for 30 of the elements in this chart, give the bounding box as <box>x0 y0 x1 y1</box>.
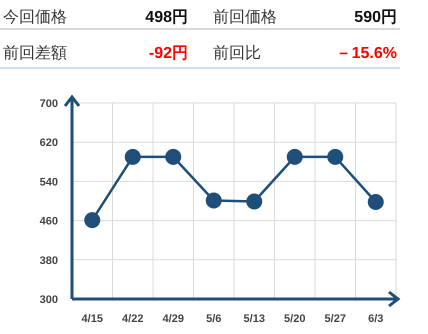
text: 前回価格 <box>213 8 277 26</box>
point <box>124 148 141 165</box>
text: 498円 <box>145 9 188 26</box>
text: 今回価格 <box>3 9 67 26</box>
x-tick-label: 4/29 <box>162 313 184 325</box>
x-tick-label: 5/27 <box>324 313 346 325</box>
point <box>327 148 344 165</box>
y-tick-label: 620 <box>40 137 58 150</box>
x-tick-label: 5/20 <box>284 313 306 325</box>
y-tick-label: 380 <box>40 254 58 267</box>
y-tick-label: 300 <box>40 294 58 306</box>
y-tick-label: 700 <box>40 98 58 110</box>
point <box>368 194 384 210</box>
point <box>206 192 222 209</box>
x-tick-label: 5/6 <box>206 313 222 325</box>
x-tick-label: 5/13 <box>244 313 265 325</box>
y-tick-label: 460 <box>40 216 58 228</box>
point <box>286 148 303 165</box>
x-tick-label: 6/3 <box>368 313 384 325</box>
point <box>165 148 182 165</box>
text: 前回比 <box>213 44 261 62</box>
text: 590円 <box>354 9 397 26</box>
x-tick-label: 4/22 <box>122 313 144 325</box>
point <box>246 193 262 210</box>
text: －15.6% <box>336 45 397 62</box>
point <box>84 212 100 228</box>
y-tick-label: 540 <box>40 176 58 188</box>
x-tick-label: 4/15 <box>82 313 103 325</box>
text: 前回差額 <box>3 44 67 62</box>
text: -92円 <box>148 45 188 62</box>
